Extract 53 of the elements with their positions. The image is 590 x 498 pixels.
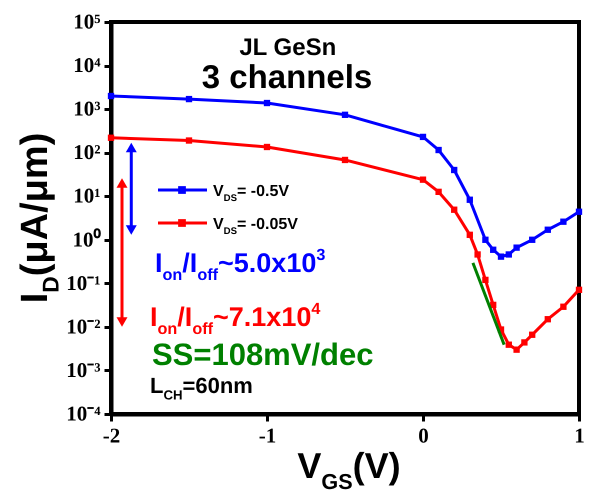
point xyxy=(186,96,192,102)
point xyxy=(451,166,458,174)
y-tick-label: 10⁰ xyxy=(72,227,102,252)
point xyxy=(482,236,489,243)
point xyxy=(576,286,582,293)
point xyxy=(490,246,496,253)
y-tick-label: 10⁵ xyxy=(73,10,100,34)
point xyxy=(108,92,114,100)
y-axis-title: ID(μA/μm) xyxy=(14,132,64,304)
y-tick-label: 10⁻³ xyxy=(66,358,100,382)
point xyxy=(560,304,567,310)
y-tick-label: 10⁻¹ xyxy=(66,270,100,295)
point xyxy=(482,276,489,284)
point xyxy=(506,342,512,348)
point xyxy=(435,188,442,196)
x-tick-label: -2 xyxy=(102,424,120,448)
point xyxy=(544,226,551,233)
x-tick-label: 1 xyxy=(574,424,585,448)
point xyxy=(108,134,114,141)
point xyxy=(264,100,270,106)
y-tick-label: 10⁻⁴ xyxy=(66,402,102,426)
point xyxy=(435,146,442,154)
y-tick-label: 10² xyxy=(73,140,100,164)
point xyxy=(576,208,582,215)
point xyxy=(466,232,473,238)
x-tick-label: 0 xyxy=(418,424,429,448)
point xyxy=(420,134,426,140)
annotation: JL GeSn xyxy=(239,34,336,61)
point xyxy=(451,206,458,213)
y-tick-label: 10³ xyxy=(73,96,100,121)
point xyxy=(560,218,567,225)
annotation: 3 channels xyxy=(202,58,372,95)
point xyxy=(466,196,473,203)
point xyxy=(264,144,270,150)
point xyxy=(420,176,426,183)
point xyxy=(529,332,536,338)
point xyxy=(544,316,551,322)
y-tick-label: 10¹ xyxy=(73,184,100,208)
point xyxy=(186,137,192,144)
text: SS=108mV/dec xyxy=(152,337,374,372)
point xyxy=(342,112,348,118)
point xyxy=(513,346,520,353)
point xyxy=(498,253,504,260)
point xyxy=(529,236,536,243)
x-tick-label: -1 xyxy=(258,424,276,448)
point xyxy=(490,302,496,308)
y-tick-label: 10⁴ xyxy=(73,53,102,78)
point xyxy=(342,156,348,164)
point xyxy=(474,251,481,258)
point xyxy=(521,339,528,346)
point xyxy=(513,244,520,251)
point xyxy=(506,251,512,258)
y-tick-label: 10⁻² xyxy=(66,314,100,338)
